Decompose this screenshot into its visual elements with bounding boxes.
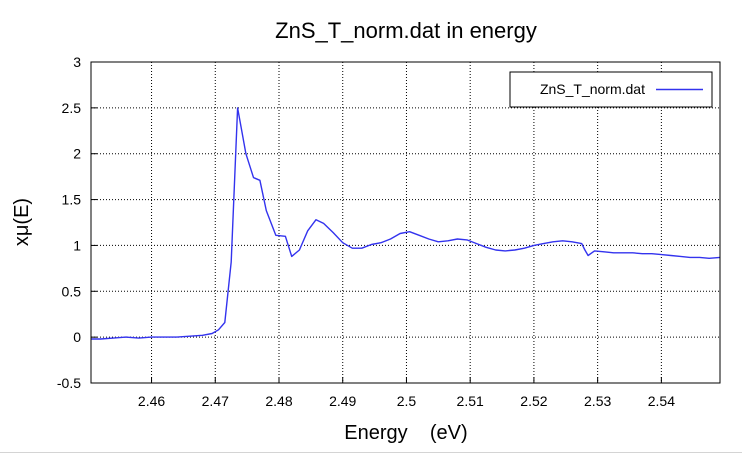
x-tick-label: 2.46	[138, 393, 165, 409]
y-tick-label: 2	[73, 146, 81, 162]
x-axis-label: Energy (eV)	[344, 422, 467, 444]
plot-area-frame	[90, 61, 721, 384]
y-tick-label: -0.5	[57, 375, 81, 391]
x-tick-label: 2.47	[202, 393, 229, 409]
y-tick-label: 0.5	[62, 283, 82, 299]
x-tick-label: 2.52	[520, 393, 547, 409]
bottom-divider	[0, 452, 742, 453]
y-tick-label: 1.5	[62, 192, 82, 208]
x-tick-label: 2.51	[457, 393, 484, 409]
x-tick-label: 2.5	[397, 393, 417, 409]
x-tick-label: 2.49	[329, 393, 356, 409]
chart-title: ZnS_T_norm.dat in energy	[275, 18, 537, 43]
x-tick-label: 2.54	[648, 393, 675, 409]
x-tick-label: 2.53	[584, 393, 611, 409]
y-tick-label: 3	[73, 54, 81, 70]
y-tick-label: 1	[73, 237, 81, 253]
y-tick-label: 2.5	[62, 100, 82, 116]
legend: ZnS_T_norm.dat	[509, 71, 713, 108]
series-line	[91, 107, 721, 340]
y-axis-label: xμ(E)	[11, 198, 33, 246]
horizontal-gridlines	[91, 107, 720, 338]
x-tick-label: 2.48	[265, 393, 292, 409]
grid	[91, 62, 720, 383]
y-tick-label: 0	[73, 329, 81, 345]
legend-label: ZnS_T_norm.dat	[540, 81, 645, 97]
vertical-gridlines	[151, 62, 662, 383]
x-axis-ticks: 2.46 2.47 2.48 2.49 2.5 2.51 2.52 2.53 2.54	[138, 377, 675, 409]
